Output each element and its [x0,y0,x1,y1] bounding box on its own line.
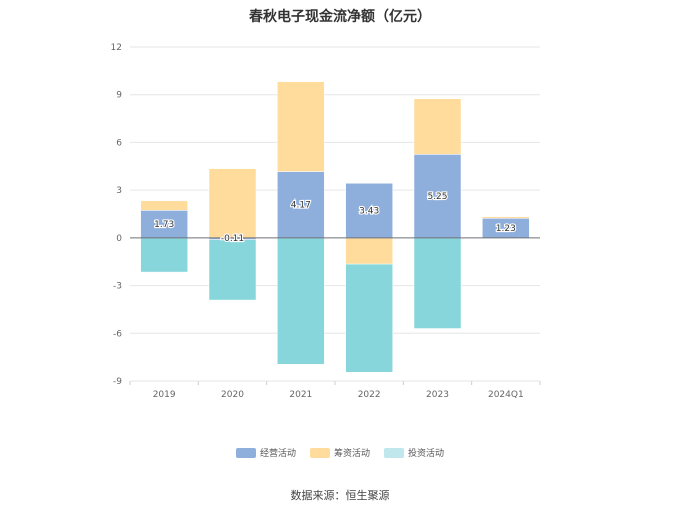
y-tick-label: 12 [111,43,122,53]
legend-label: 投资活动 [408,449,445,459]
x-tick-label: 2022 [358,390,381,400]
x-tick-label: 2019 [153,390,176,400]
y-tick-label: 0 [116,234,122,244]
bar-investing-2021 [277,237,325,365]
y-tick-label: 3 [116,186,122,196]
x-tick-label: 2023 [426,390,449,400]
chart-title: 春秋电子现金流净额（亿元） [249,9,431,25]
bar-investing-2022 [345,263,393,373]
legend-swatch [309,447,330,458]
data-label: 5.25 [427,192,447,202]
y-tick-label: -3 [113,282,122,292]
bar-financing-2019 [140,200,188,211]
y-tick-label: 9 [116,91,122,101]
bar-investing-2023 [413,237,462,329]
bar-operating-2021 [277,171,325,239]
bar-operating-2022 [345,183,393,239]
y-tick-label: 6 [116,138,122,148]
bar-financing-2020 [208,168,257,239]
legend-item[interactable]: 筹资活动 [309,446,370,459]
bar-financing-2024Q1 [482,216,530,219]
bar-operating-2023 [413,154,462,239]
legend-swatch [384,447,404,458]
legend-swatch [235,447,256,458]
bar-investing-2019 [140,237,188,273]
legend-label: 筹资活动 [333,449,370,459]
legend-item[interactable]: 投资活动 [384,446,444,459]
data-label: 1.73 [154,220,174,230]
x-tick-label: 2021 [289,390,312,400]
bar-financing-2022 [345,237,393,265]
y-tick-label: -6 [113,329,122,339]
legend-item[interactable]: 经营活动 [235,446,296,459]
legend: 经营活动 筹资活动 投资活动 [0,446,680,459]
bar-financing-2021 [277,81,325,172]
x-tick-label: 2020 [221,390,244,400]
data-label: 1.23 [496,224,516,234]
y-tick-label: -9 [113,377,122,387]
data-label: -0.11 [221,234,244,244]
data-label: 4.17 [291,201,311,211]
bar-financing-2023 [413,98,462,155]
source-note: 数据来源：恒生聚源 [290,489,390,502]
data-label: 3.43 [359,207,379,217]
legend-label: 经营活动 [259,449,296,459]
x-tick-label: 2024Q1 [488,390,524,400]
bar-investing-2020 [208,239,257,301]
